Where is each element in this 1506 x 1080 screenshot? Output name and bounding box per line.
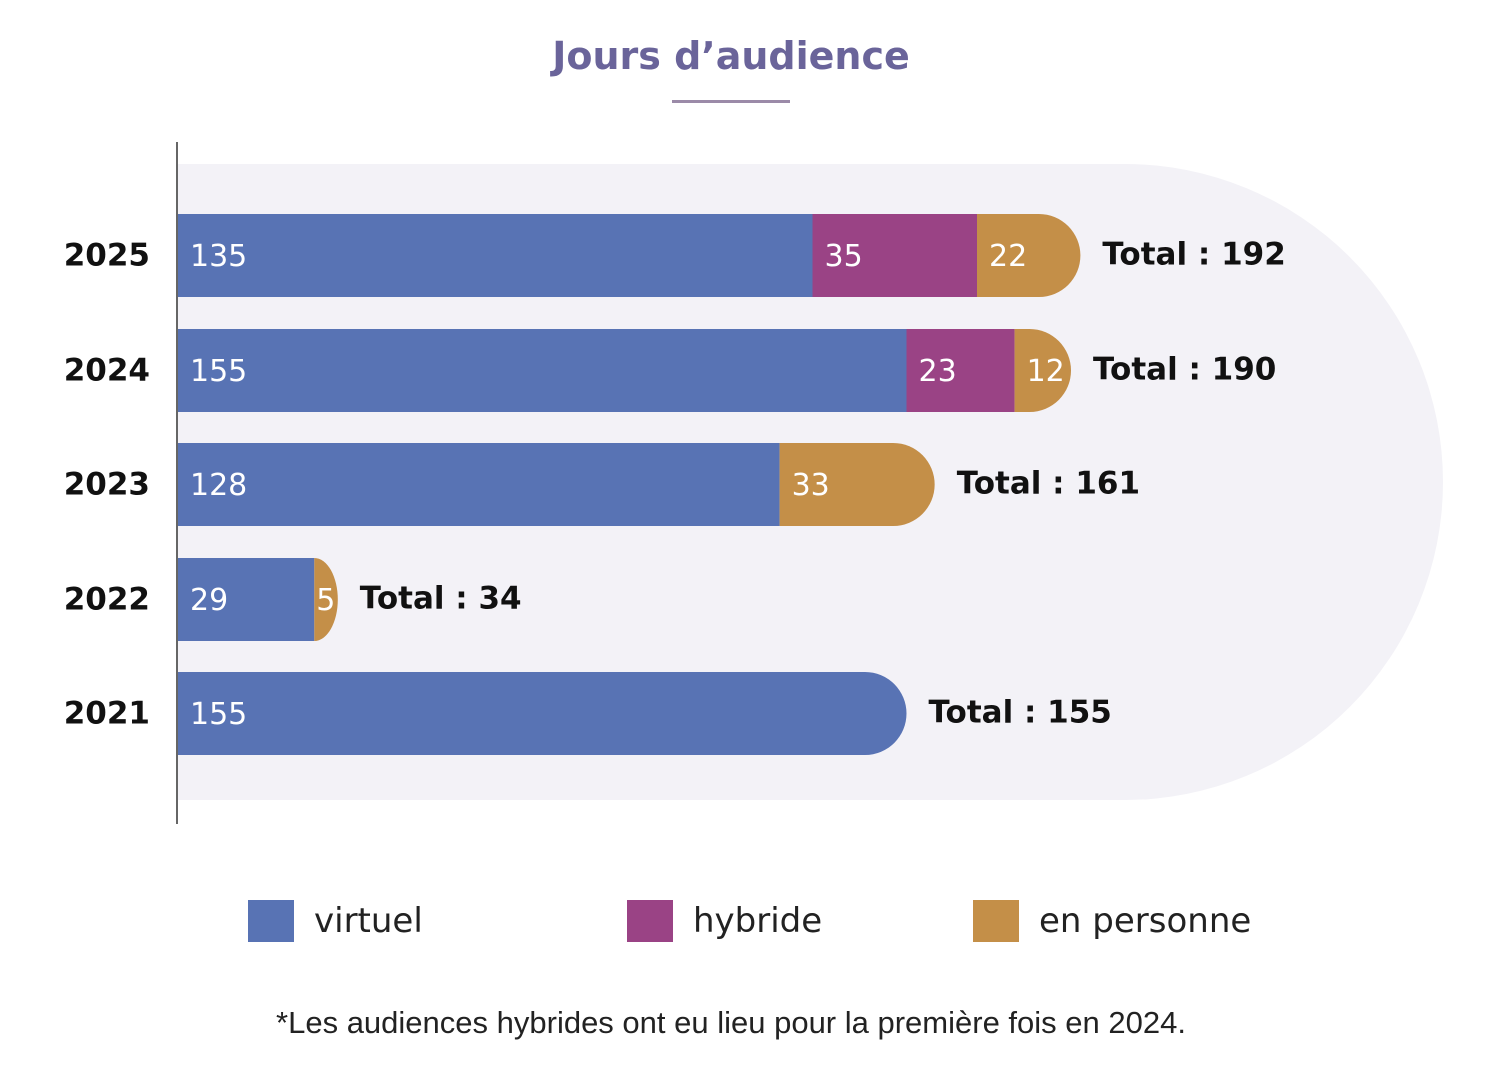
legend-item-hybride: hybride (627, 900, 822, 942)
bar-segment (178, 558, 315, 641)
total-label: Total : 155 (929, 695, 1112, 731)
legend-label-en-personne: en personne (1039, 901, 1252, 941)
bar-segment (314, 558, 338, 641)
data-label: 5 (316, 583, 335, 618)
data-label: 155 (190, 697, 247, 732)
bar-segment (812, 214, 977, 297)
data-label: 35 (825, 239, 863, 274)
data-label: 29 (190, 583, 228, 618)
data-label: 23 (919, 354, 957, 389)
legend-swatch-hybride (627, 900, 673, 942)
data-label: 155 (190, 354, 247, 389)
y-tick-label: 2025 (64, 238, 150, 274)
data-label: 22 (989, 239, 1027, 274)
y-tick-label: 2024 (64, 353, 150, 389)
total-label: Total : 34 (360, 581, 522, 617)
legend-label-virtuel: virtuel (314, 901, 423, 941)
y-tick-label: 2023 (64, 467, 150, 503)
legend-item-virtuel: virtuel (248, 900, 423, 942)
legend-label-hybride: hybride (693, 901, 823, 941)
bar-chart: 2025 135 35 22 Total : 192 2024 155 23 12 Total :… (64, 142, 1443, 824)
bar-segment (178, 214, 813, 297)
legend-swatch-virtuel (248, 900, 294, 942)
data-label: 33 (792, 468, 830, 503)
bar-segment (178, 443, 780, 526)
bars-layer: 2025 135 35 22 Total : 192 2024 155 23 12 Total :… (64, 214, 1286, 755)
bar-segment (178, 672, 907, 755)
bar-segment (178, 329, 907, 412)
data-label: 135 (190, 239, 247, 274)
footnote: *Les audiences hybrides ont eu lieu pour… (276, 1005, 1186, 1040)
chart-title: Jours d’audience (552, 34, 910, 78)
data-label: 128 (190, 468, 247, 503)
total-label: Total : 192 (1102, 237, 1285, 273)
title-underline (672, 100, 790, 103)
bar-segment (1014, 329, 1071, 412)
bar-segment (779, 443, 935, 526)
total-label: Total : 190 (1093, 352, 1276, 388)
y-tick-label: 2022 (64, 582, 150, 618)
y-tick-label: 2021 (64, 696, 150, 732)
data-label: 12 (1027, 354, 1065, 389)
legend-item-en-personne: en personne (973, 900, 1251, 942)
legend-swatch-en-personne (973, 900, 1019, 942)
bar-segment (977, 214, 1081, 297)
bar-segment (906, 329, 1015, 412)
total-label: Total : 161 (957, 466, 1140, 502)
